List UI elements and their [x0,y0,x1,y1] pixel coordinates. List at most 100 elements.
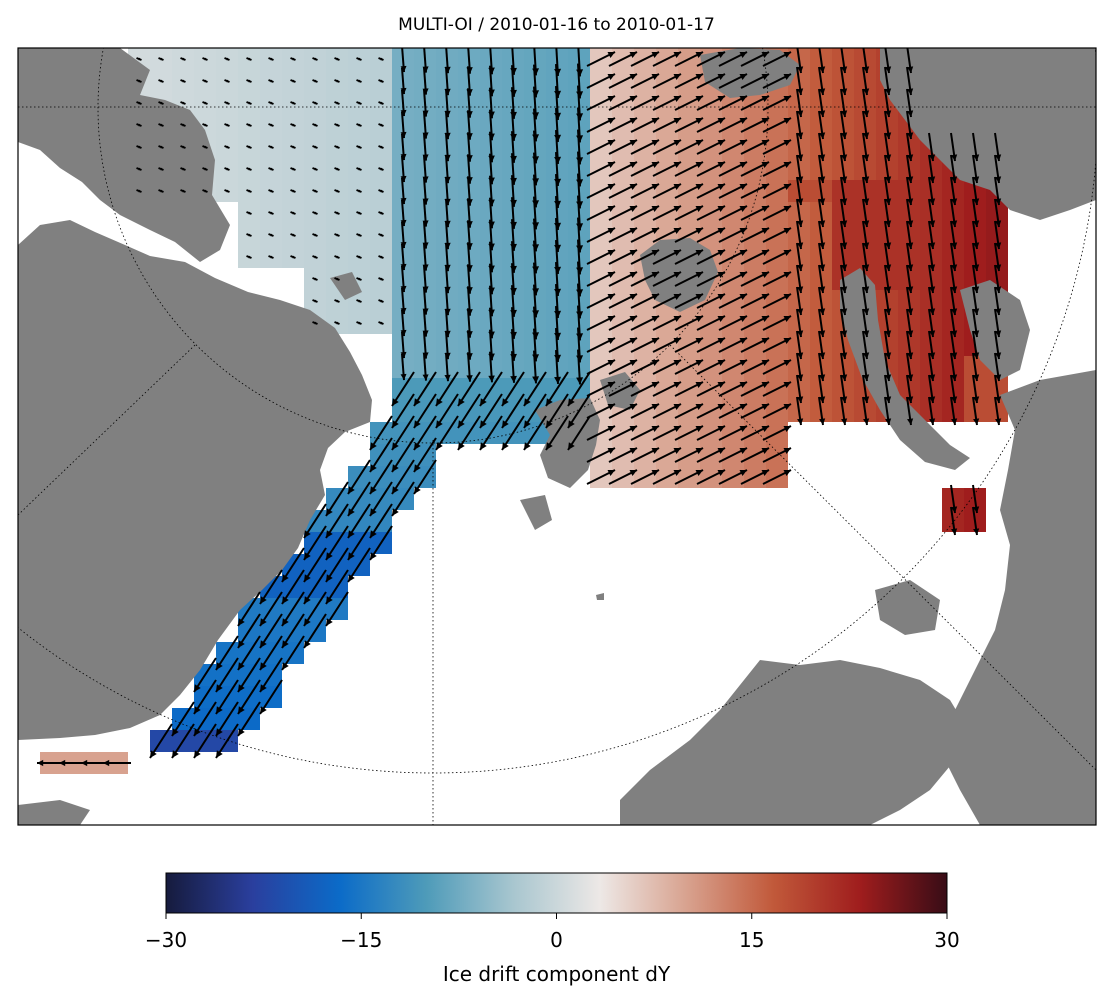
drift-arrow [378,57,384,61]
drift-arrow [567,393,591,429]
drift-arrow [994,176,1002,206]
drift-arrow [994,242,1002,272]
drift-arrow [356,321,362,325]
drift-arrow [696,403,726,419]
drift-arrow [928,264,936,294]
land-greenland [18,220,372,740]
drift-arrow [796,242,804,272]
drift-arrow [608,425,638,441]
drift-arrow [224,189,230,193]
drift-arrow [740,315,770,331]
drift-arrow [237,635,261,671]
drift-arrow [334,211,340,215]
drift-arrow [103,759,131,767]
drift-arrow [906,154,914,184]
drift-arrow [246,233,252,237]
drift-arrow [224,101,230,105]
drift-arrow [586,205,616,221]
drift-arrow [193,701,217,737]
drift-arrow [400,177,407,205]
drift-arrow [906,132,914,162]
drift-arrow [378,145,384,149]
drift-arrow [334,277,340,281]
drift-arrow [586,95,616,111]
drift-arrow [400,89,407,117]
drift-arrow [158,123,164,127]
drift-arrow [740,205,770,221]
drift-arrow [630,249,660,265]
drift-arrow [334,233,340,237]
drift-arrow [718,337,748,353]
drift-arrow [718,447,748,463]
drift-arrow [378,255,384,259]
drift-arrow [906,352,914,382]
drift-arrow [303,547,327,583]
drift-arrow [674,249,704,265]
drift-arrow [762,271,792,287]
drift-arrow [862,88,870,118]
drift-arrow [884,110,892,140]
drift-arrow [400,353,407,381]
drift-arrow [391,481,415,517]
drift-arrow [840,48,848,74]
drift-arrow [972,506,980,536]
drift-arrow [400,133,407,161]
drift-arrow [347,525,371,561]
drift-arrow [586,447,616,463]
drift-arrow [652,205,682,221]
drift-arrow [840,242,848,272]
drift-arrow [928,242,936,272]
drift-arrow [215,657,239,693]
drift-arrow [994,220,1002,250]
drift-arrow [762,139,792,155]
drift-arrow [718,425,748,441]
drift-arrow [884,242,892,272]
drift-arrow [740,51,770,67]
drift-arrow [246,101,252,105]
drift-arrow [762,337,792,353]
drift-arrow [224,79,230,83]
drift-arrow [334,101,340,105]
drift-arrow [608,161,638,177]
drift-arrow [652,95,682,111]
drift-arrow [391,459,415,495]
drift-arrow [840,132,848,162]
drift-arrow [950,506,958,536]
land-novaya-zemlya [840,268,970,470]
drift-arrow [862,132,870,162]
drift-arrow [630,381,660,397]
drift-arrow [994,352,1002,382]
drift-arrow [840,352,848,382]
drift-arrow [696,315,726,331]
drift-arrow [674,359,704,375]
drift-arrow [972,242,980,272]
land-svalbard-s [520,495,552,530]
drift-arrow [818,352,826,382]
drift-arrow [608,315,638,331]
drift-arrow [906,110,914,140]
drift-arrow [400,243,407,271]
drift-arrow [796,374,804,404]
drift-arrow [928,176,936,206]
drift-arrow [435,371,459,407]
drift-arrow [630,183,660,199]
land-island-nw1 [30,52,90,72]
drift-arrow [281,613,305,649]
drift-arrow [862,66,870,96]
drift-arrow [674,271,704,287]
drift-arrow [400,111,407,139]
drift-arrow [334,167,340,171]
land-ellesmere [18,48,230,262]
drift-arrow [378,101,384,105]
drift-arrow [884,220,892,250]
land-island-nw2 [18,95,65,125]
drift-arrow [290,101,296,105]
drift-arrow [303,591,327,627]
drift-arrow [630,293,660,309]
drift-arrow [630,205,660,221]
drift-arrow [158,145,164,149]
drift-arrow [325,547,349,583]
drift-arrow [290,123,296,127]
drift-arrow [180,123,186,127]
drift-arrow [158,101,164,105]
